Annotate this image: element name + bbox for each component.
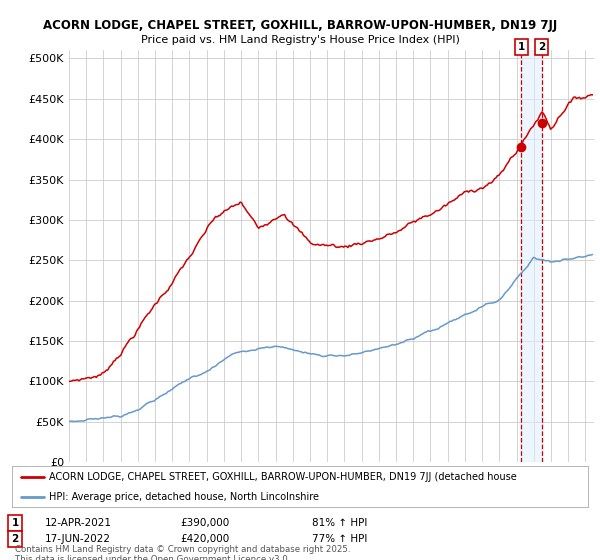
Text: 2: 2 — [538, 42, 545, 52]
Text: 2: 2 — [11, 534, 19, 544]
Text: 81% ↑ HPI: 81% ↑ HPI — [312, 518, 367, 528]
Text: Contains HM Land Registry data © Crown copyright and database right 2025.
This d: Contains HM Land Registry data © Crown c… — [15, 545, 350, 560]
Text: £390,000: £390,000 — [180, 518, 229, 528]
Text: ACORN LODGE, CHAPEL STREET, GOXHILL, BARROW-UPON-HUMBER, DN19 7JJ: ACORN LODGE, CHAPEL STREET, GOXHILL, BAR… — [43, 18, 557, 32]
Text: 77% ↑ HPI: 77% ↑ HPI — [312, 534, 367, 544]
Text: £420,000: £420,000 — [180, 534, 229, 544]
Text: Price paid vs. HM Land Registry's House Price Index (HPI): Price paid vs. HM Land Registry's House … — [140, 35, 460, 45]
Text: 17-JUN-2022: 17-JUN-2022 — [45, 534, 111, 544]
Bar — [521, 50, 542, 462]
Text: 12-APR-2021: 12-APR-2021 — [45, 518, 112, 528]
Text: ACORN LODGE, CHAPEL STREET, GOXHILL, BARROW-UPON-HUMBER, DN19 7JJ (detached hous: ACORN LODGE, CHAPEL STREET, GOXHILL, BAR… — [49, 473, 517, 482]
Text: HPI: Average price, detached house, North Lincolnshire: HPI: Average price, detached house, Nort… — [49, 492, 319, 502]
Text: 1: 1 — [518, 42, 525, 52]
Text: 1: 1 — [11, 518, 19, 528]
